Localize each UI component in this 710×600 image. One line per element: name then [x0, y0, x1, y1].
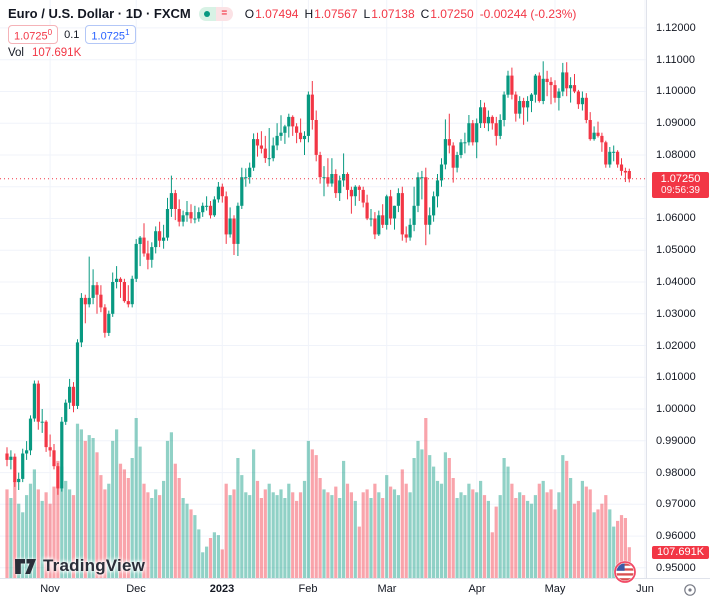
price-tick-label: 1.00000: [656, 403, 696, 415]
time-tick-label: May: [544, 583, 566, 595]
price-tick-label: 1.06000: [656, 212, 696, 224]
price-axis[interactable]: 1.07250 09:56:39 107.691K 1.12000 1.11000…: [646, 0, 710, 578]
time-tick-label: Jun: [636, 583, 654, 595]
candlestick-chart[interactable]: [0, 0, 646, 578]
last-price-value: 1.07250: [660, 173, 701, 185]
volume-indicator-label[interactable]: Vol: [8, 47, 24, 59]
change-value: -0.00244 (-0.23%): [479, 6, 577, 21]
price-tick-label: 1.04000: [656, 276, 696, 288]
volume-axis-label: 107.691K: [652, 546, 709, 559]
tradingview-logo-text: TradingView: [43, 556, 146, 575]
buy-button[interactable]: 1.07251: [85, 24, 136, 45]
price-tick-label: 0.97000: [656, 498, 696, 510]
high-label: H: [304, 6, 314, 21]
price-tick-label: 0.95000: [656, 562, 696, 574]
tradingview-logo[interactable]: TradingView: [14, 556, 145, 576]
low-value: 1.07138: [371, 6, 415, 21]
time-tick-label: Feb: [298, 583, 318, 595]
tradingview-logo-mark: [15, 558, 36, 574]
spread-value: 0.1: [64, 28, 80, 41]
time-tick-label: Dec: [126, 583, 146, 595]
volume-indicator-row: Vol 107.691K: [8, 47, 576, 59]
ohlc-values: O 1.07494 H 1.07567 L 1.07138 C 1.07250 -0.0…: [245, 7, 577, 21]
price-tick-label: 1.01000: [656, 371, 696, 383]
low-label: L: [363, 6, 371, 21]
time-tick-label: Nov: [40, 583, 60, 595]
price-tick-label: 0.98000: [656, 467, 696, 479]
price-tick-label: 0.99000: [656, 435, 696, 447]
price-tick-label: 1.05000: [656, 244, 696, 256]
price-tick-label: 1.11000: [656, 54, 695, 66]
market-open-dot-icon: [198, 6, 216, 21]
volume-indicator-value: 107.691K: [32, 47, 82, 59]
chart-legend: Euro / U.S. Dollar · 1D · FXCM = O 1.0749…: [8, 5, 576, 59]
symbol-title[interactable]: Euro / U.S. Dollar · 1D · FXCM: [8, 6, 191, 21]
market-status-badge[interactable]: =: [198, 6, 233, 21]
open-label: O: [244, 6, 255, 21]
high-value: 1.07567: [314, 6, 358, 21]
price-tick-label: 0.96000: [656, 530, 696, 542]
time-tick-label: Apr: [468, 583, 486, 595]
economic-event-flag-icon[interactable]: [613, 560, 637, 584]
legend-title-row: Euro / U.S. Dollar · 1D · FXCM = O 1.0749…: [8, 5, 576, 22]
time-axis[interactable]: Nov Dec 2023 Feb Mar Apr May Jun: [0, 578, 710, 600]
price-tick-label: 1.12000: [656, 22, 696, 34]
price-tick-label: 1.09000: [656, 117, 696, 129]
time-tick-label: Mar: [377, 583, 397, 595]
bar-countdown: 09:56:39: [661, 185, 700, 196]
trade-buttons-row: 1.07250 0.1 1.07251: [8, 24, 576, 45]
price-tick-label: 1.10000: [656, 85, 696, 97]
price-tick-label: 1.02000: [656, 340, 696, 352]
axis-settings-icon[interactable]: [683, 583, 697, 597]
close-label: C: [420, 6, 430, 21]
sell-button[interactable]: 1.07250: [8, 24, 59, 45]
price-tick-label: 1.08000: [656, 149, 696, 161]
time-tick-label: 2023: [209, 583, 235, 595]
open-value: 1.07494: [255, 6, 299, 21]
last-price-label: 1.07250 09:56:39: [652, 172, 709, 198]
delayed-data-icon: =: [215, 6, 233, 21]
price-tick-label: 1.03000: [656, 308, 696, 320]
chart-plot-area[interactable]: [0, 0, 646, 578]
close-value: 1.07250: [430, 6, 474, 21]
